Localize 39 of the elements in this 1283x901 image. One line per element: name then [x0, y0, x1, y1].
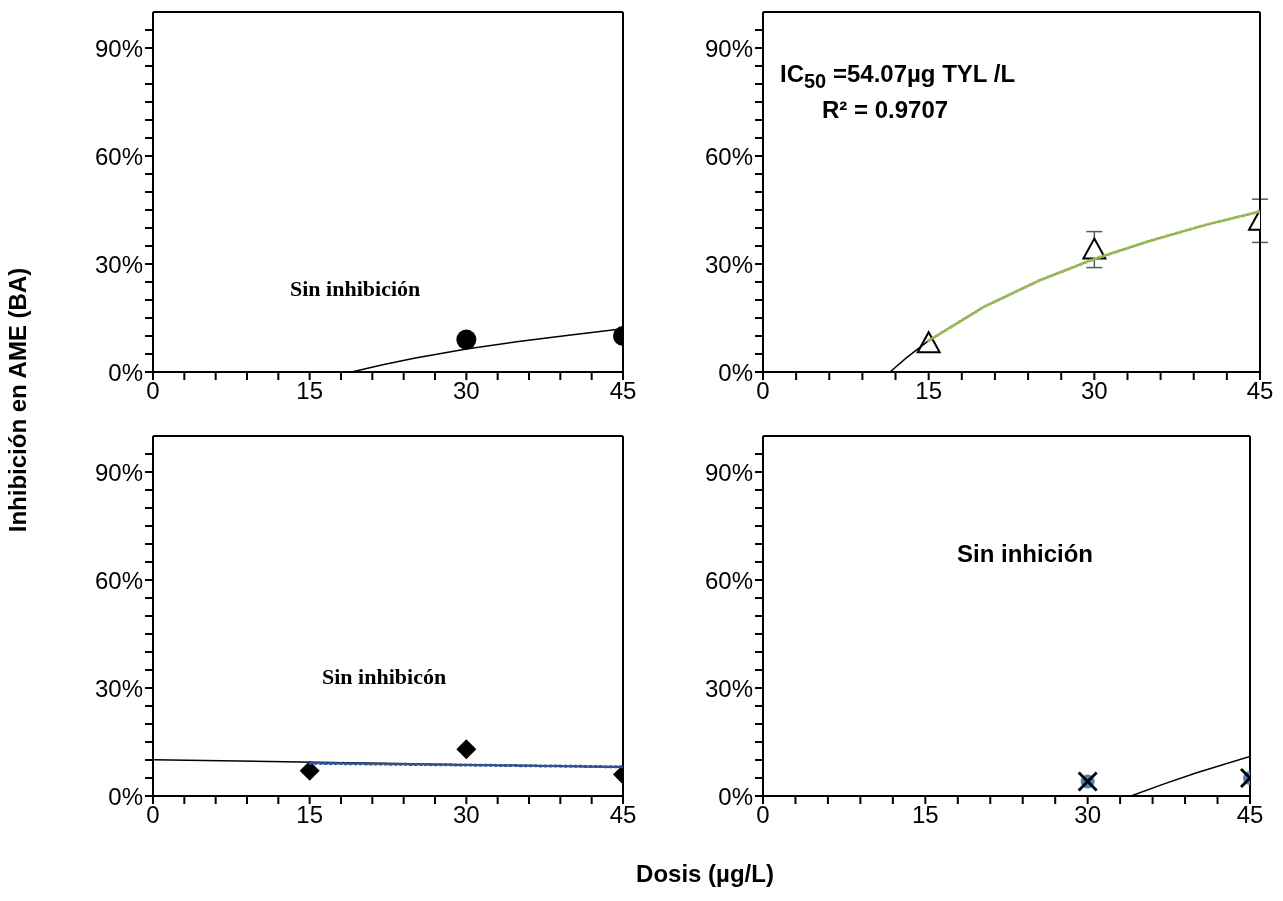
- x-tick-label: 45: [609, 801, 637, 829]
- y-tick-label: 0%: [108, 782, 143, 810]
- y-tick-label: 30%: [704, 674, 753, 702]
- x-tick-label: 30: [1074, 801, 1102, 829]
- y-tick-label: 60%: [94, 566, 143, 594]
- x-tick-label: 30: [452, 801, 480, 829]
- y-tick-label: 90%: [704, 34, 753, 62]
- x-tick-label: 30: [452, 377, 480, 405]
- x-tick-label: 45: [1246, 377, 1274, 405]
- x-tick-label: 30: [1080, 377, 1108, 405]
- y-tick-label: 90%: [94, 34, 143, 62]
- x-tick-label: 15: [915, 377, 943, 405]
- y-tick-label: 30%: [94, 250, 143, 278]
- y-tick-label: 60%: [704, 142, 753, 170]
- annotation: Sin inhibicón: [322, 664, 447, 690]
- annotation: IC$_{50}$ =54.07µg TYL /L: [780, 60, 1016, 93]
- y-tick-label: 90%: [704, 458, 753, 486]
- x-tick-label: 0: [146, 801, 160, 829]
- y-tick-label: 30%: [94, 674, 143, 702]
- x-tick-label: 45: [1236, 801, 1264, 829]
- x-tick-label: 0: [146, 377, 160, 405]
- annotation: Sin inhibición: [290, 276, 421, 302]
- x-tick-label: 15: [296, 377, 324, 405]
- y-axis-title: Inhibición en AME (BA): [4, 267, 32, 533]
- annotation: Sin inhición: [957, 540, 1093, 568]
- y-tick-label: 0%: [718, 358, 753, 386]
- annotation: R² = 0.9707: [822, 96, 949, 124]
- y-tick-label: 0%: [718, 782, 753, 810]
- y-tick-label: 0%: [108, 358, 143, 386]
- y-tick-label: 30%: [704, 250, 753, 278]
- x-tick-label: 15: [911, 801, 939, 829]
- y-tick-label: 60%: [94, 142, 143, 170]
- x-axis-title: Dosis (µg/L): [636, 860, 774, 888]
- x-tick-label: 0: [756, 377, 770, 405]
- y-tick-label: 90%: [94, 458, 143, 486]
- y-tick-label: 60%: [704, 566, 753, 594]
- x-tick-label: 0: [756, 801, 770, 829]
- x-tick-label: 45: [609, 377, 637, 405]
- x-tick-label: 15: [296, 801, 324, 829]
